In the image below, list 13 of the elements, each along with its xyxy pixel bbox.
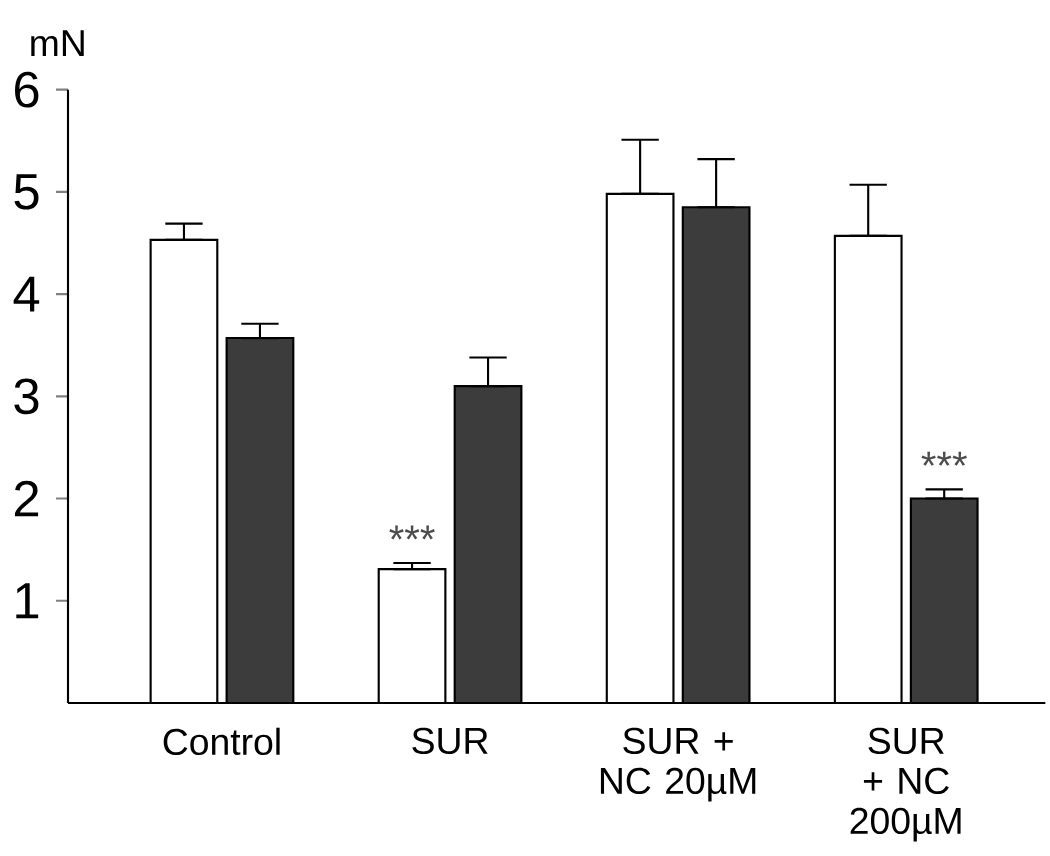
y-tick-label: 4 [13, 276, 40, 312]
y-tick-label: 2 [15, 480, 39, 517]
annotation: *** [389, 525, 435, 540]
y-tick-label: 6 [15, 71, 39, 108]
y-tick-label: 3 [14, 378, 39, 415]
x-tick-label: SUR + NC 20µM [600, 727, 756, 802]
x-tick-label: SUR [412, 727, 488, 755]
y-tick-label: 5 [14, 174, 39, 210]
y-axis-title: mN [31, 30, 84, 56]
x-tick-label: Control [163, 727, 280, 756]
annotation: *** [921, 451, 967, 466]
x-tick-label: SUR + NC 200µM [850, 727, 961, 842]
y-tick-label: 1 [16, 583, 39, 619]
